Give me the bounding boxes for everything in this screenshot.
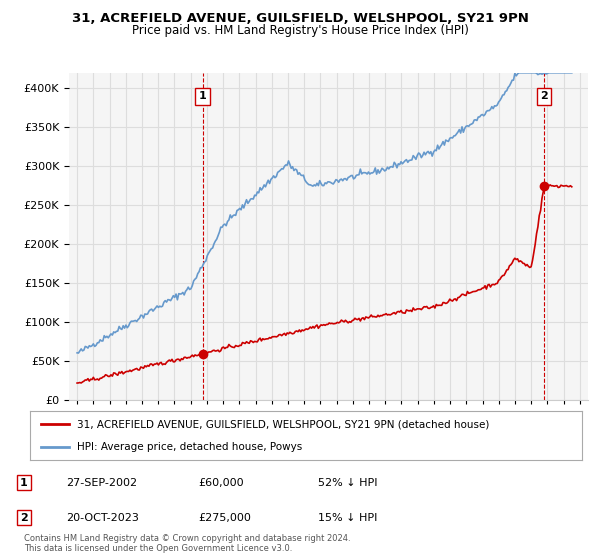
Text: 1: 1 <box>199 91 206 101</box>
Text: 15% ↓ HPI: 15% ↓ HPI <box>318 512 377 522</box>
Text: £60,000: £60,000 <box>198 478 244 488</box>
Text: Contains HM Land Registry data © Crown copyright and database right 2024.
This d: Contains HM Land Registry data © Crown c… <box>24 534 350 553</box>
Text: HPI: Average price, detached house, Powys: HPI: Average price, detached house, Powy… <box>77 442 302 452</box>
Text: 52% ↓ HPI: 52% ↓ HPI <box>318 478 377 488</box>
Text: Price paid vs. HM Land Registry's House Price Index (HPI): Price paid vs. HM Land Registry's House … <box>131 24 469 36</box>
Text: 27-SEP-2002: 27-SEP-2002 <box>66 478 137 488</box>
Text: 31, ACREFIELD AVENUE, GUILSFIELD, WELSHPOOL, SY21 9PN: 31, ACREFIELD AVENUE, GUILSFIELD, WELSHP… <box>71 12 529 25</box>
Text: 1: 1 <box>20 478 28 488</box>
Text: 2: 2 <box>541 91 548 101</box>
Text: 20-OCT-2023: 20-OCT-2023 <box>66 512 139 522</box>
Text: 31, ACREFIELD AVENUE, GUILSFIELD, WELSHPOOL, SY21 9PN (detached house): 31, ACREFIELD AVENUE, GUILSFIELD, WELSHP… <box>77 419 489 430</box>
Text: £275,000: £275,000 <box>198 512 251 522</box>
Text: 2: 2 <box>20 512 28 522</box>
